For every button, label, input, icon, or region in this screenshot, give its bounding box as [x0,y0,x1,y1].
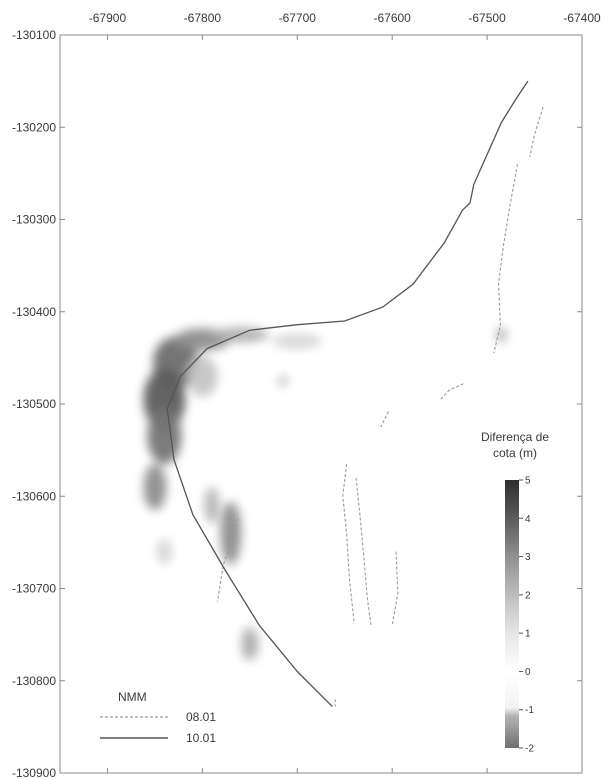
shoreline-08-01-segment-2 [439,383,464,401]
plot-area [59,34,583,774]
legend-label-08-01: 08.01 [186,710,216,724]
legend-title: NMM [118,690,147,704]
y-tick-label-2: -130300 [12,213,56,227]
difference-patch-8 [204,487,220,524]
shoreline-08-01-segment-3 [380,411,389,428]
difference-patch-10 [272,333,322,349]
y-tick-label-4: -130500 [12,397,56,411]
shoreline-08-01-segment-5 [355,477,372,628]
colorbar-tick-label-3: 2 [525,590,531,601]
colorbar-tick-label-1: 4 [525,514,531,525]
colorbar-tick-label-6: -1 [525,705,534,716]
x-tick-label-0: -67900 [89,11,127,25]
y-tick-label-7: -130800 [12,674,56,688]
x-tick-label-4: -67500 [468,11,506,25]
legend-label-10-01: 10.01 [186,731,216,745]
y-tick-label-0: -130100 [12,28,56,42]
y-tick-label-6: -130700 [12,582,56,596]
difference-patch-2 [147,408,182,464]
colorbar: Diferença de cota (m) 5 4 3 2 1 0 -1 -2 [481,430,549,755]
x-tick-label-1: -67800 [184,11,222,25]
shoreline-10-01 [166,80,529,708]
x-tick-label-2: -67700 [279,11,317,25]
legend: NMM 08.01 10.01 [100,690,216,745]
colorbar-tick-label-2: 3 [525,552,531,563]
colorbar-ticks: 5 4 3 2 1 0 -1 -2 [519,476,534,755]
colorbar-tick-label-4: 1 [525,629,531,640]
difference-patch-6 [187,356,218,397]
difference-heatmap [143,327,507,661]
colorbar-tick-label-7: -2 [525,744,534,755]
colorbar-tick-label-0: 5 [525,476,531,487]
shoreline-08-01-segment-4 [342,463,355,624]
shorelines [166,80,544,708]
y-tick-label-5: -130600 [12,489,56,503]
x-tick-label-5: -67400 [563,11,601,25]
y-tick-label-3: -130400 [12,305,56,319]
x-tick-label-3: -67600 [373,11,411,25]
difference-patch-13 [156,538,172,565]
shoreline-08-01-segment-6 [391,551,399,626]
colorbar-title-line1: Diferença de [481,430,549,444]
axes: -67900 -67800 -67700 -67600 -67500 -67400-130… [12,11,601,779]
plot-border [59,34,583,774]
shoreline-08-01-segment-8 [216,518,239,602]
difference-patch-7 [220,501,242,565]
colorbar-ramp [505,480,519,748]
difference-patch-11 [278,376,288,386]
colorbar-tick-label-5: 0 [525,667,531,678]
difference-patch-3 [143,463,167,511]
difference-patch-12 [496,327,507,343]
shoreline-08-01-segment-1 [493,164,519,354]
y-tick-label-1: -130200 [12,120,56,134]
colorbar-title-line2: cota (m) [493,446,537,460]
difference-patch-9 [241,627,259,661]
y-tick-label-8: -130900 [12,766,56,779]
